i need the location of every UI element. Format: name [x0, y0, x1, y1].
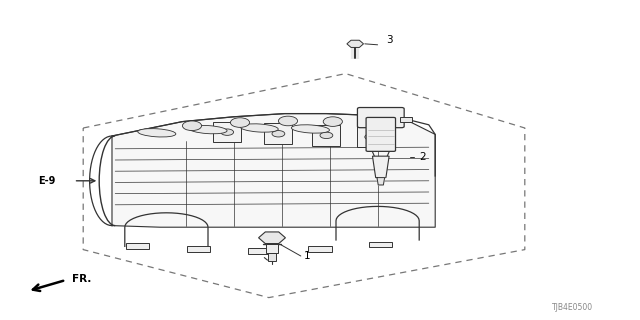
Bar [357, 126, 385, 147]
Bar [248, 248, 271, 254]
Text: 2: 2 [419, 152, 426, 162]
Bar [268, 253, 276, 261]
Ellipse shape [240, 124, 278, 132]
Ellipse shape [320, 132, 333, 139]
Text: 1: 1 [304, 251, 310, 261]
Bar [187, 246, 210, 252]
Bar [126, 243, 149, 249]
Bar [264, 123, 292, 144]
Bar [266, 244, 278, 253]
Circle shape [278, 116, 298, 126]
Circle shape [323, 117, 342, 126]
Ellipse shape [221, 129, 234, 135]
Polygon shape [112, 114, 435, 227]
FancyBboxPatch shape [366, 117, 396, 151]
Ellipse shape [189, 125, 227, 134]
FancyBboxPatch shape [357, 108, 404, 128]
Circle shape [182, 121, 202, 131]
Bar [369, 242, 392, 247]
Text: 3: 3 [386, 35, 392, 45]
Text: E-9: E-9 [38, 176, 56, 186]
Text: TJB4E0500: TJB4E0500 [552, 303, 593, 312]
Circle shape [230, 118, 250, 127]
Polygon shape [377, 178, 385, 185]
Text: FR.: FR. [72, 274, 92, 284]
Bar [401, 117, 412, 122]
Ellipse shape [138, 129, 176, 137]
Ellipse shape [365, 134, 378, 140]
Bar [308, 246, 332, 252]
Ellipse shape [291, 125, 330, 133]
Bar [312, 125, 340, 146]
Ellipse shape [272, 131, 285, 137]
Polygon shape [372, 156, 389, 178]
Bar [213, 122, 241, 142]
